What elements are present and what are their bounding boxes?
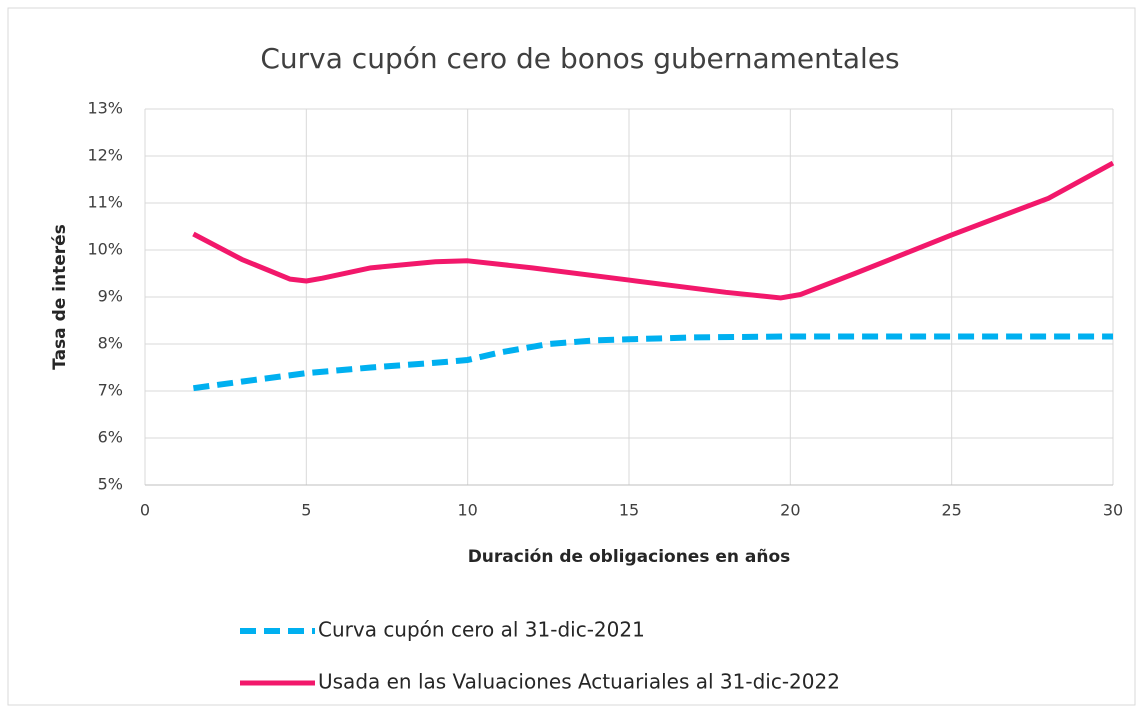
x-tick-label: 20 bbox=[780, 501, 800, 520]
y-tick-label: 10% bbox=[87, 240, 123, 259]
series-line bbox=[192, 160, 1115, 301]
chart-frame bbox=[7, 7, 1136, 706]
y-tick-label: 5% bbox=[98, 475, 123, 494]
y-tick-label: 13% bbox=[87, 99, 123, 118]
chart-title: Curva cupón cero de bonos gubernamentale… bbox=[260, 42, 899, 75]
x-tick-label: 10 bbox=[457, 501, 477, 520]
x-tick-label: 5 bbox=[301, 501, 311, 520]
y-tick-label: 9% bbox=[98, 287, 123, 306]
x-tick-label: 0 bbox=[140, 501, 150, 520]
y-tick-label: 8% bbox=[98, 334, 123, 353]
x-tick-label: 30 bbox=[1103, 501, 1123, 520]
y-tick-label: 12% bbox=[87, 146, 123, 165]
legend-label: Curva cupón cero al 31-dic-2021 bbox=[318, 618, 645, 642]
x-axis-title: Duración de obligaciones en años bbox=[468, 547, 791, 567]
legend-label: Usada en las Valuaciones Actuariales al … bbox=[318, 670, 840, 694]
y-tick-label: 11% bbox=[87, 193, 123, 212]
y-axis-title: Tasa de interés bbox=[50, 224, 70, 370]
series-line bbox=[192, 333, 1113, 392]
y-tick-label: 7% bbox=[98, 381, 123, 400]
x-tick-label: 25 bbox=[941, 501, 961, 520]
y-tick-label: 6% bbox=[98, 428, 123, 447]
x-tick-label: 15 bbox=[619, 501, 639, 520]
